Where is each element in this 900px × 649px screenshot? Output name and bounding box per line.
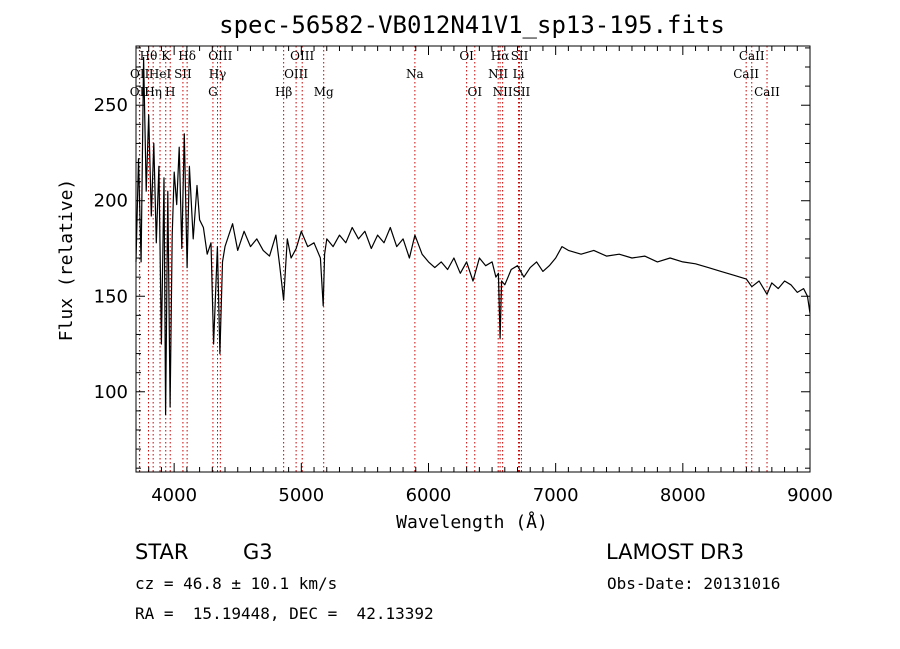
line-label-19: NII <box>488 67 508 81</box>
x-tick-label: 9000 <box>787 485 833 506</box>
line-label-23: Li <box>513 67 525 81</box>
line-label-20: Hα <box>491 49 510 63</box>
axis-ticks <box>136 46 810 472</box>
axis-tick-labels: 4000 5000 6000 7000 8000 9000 100 150 200 250 <box>94 95 833 506</box>
line-label-4: HeI <box>149 67 172 81</box>
x-tick-label: 4000 <box>151 485 197 506</box>
line-label-5: K <box>161 49 171 63</box>
object-subclass: G3 <box>243 540 273 564</box>
line-label-6: SII <box>174 67 192 81</box>
line-label-15: Mg <box>314 85 334 99</box>
observation-date: Obs-Date: 20131016 <box>607 574 781 593</box>
line-label-16: Na <box>406 67 424 81</box>
x-tick-label: 7000 <box>533 485 579 506</box>
y-tick-label: 200 <box>94 191 128 212</box>
x-axis-label: Wavelength (Å) <box>396 511 548 533</box>
line-label-21: NII <box>493 85 513 99</box>
line-label-12: Hβ <box>275 85 292 99</box>
line-label-8: Hδ <box>178 49 196 63</box>
line-label-24: SII <box>513 85 531 99</box>
line-label-18: OI <box>467 85 482 99</box>
line-label-10: Hγ <box>209 67 227 81</box>
x-tick-label: 5000 <box>278 485 324 506</box>
x-tick-label: 8000 <box>660 485 706 506</box>
x-tick-label: 6000 <box>406 485 452 506</box>
line-label-17: OI <box>459 49 474 63</box>
redshift-velocity: cz = 46.8 ± 10.1 km/s <box>135 574 338 593</box>
y-tick-label: 150 <box>94 286 128 307</box>
spectrum-line <box>135 56 811 416</box>
object-class: STAR <box>135 540 189 564</box>
line-label-1: OII <box>130 67 150 81</box>
line-label-11: OIII <box>208 49 232 63</box>
line-label-14: OIII <box>290 49 314 63</box>
line-label-22: SII <box>511 49 529 63</box>
coordinates: RA = 15.19448, DEC = 42.13392 <box>135 604 434 623</box>
chart-title: spec-56582-VB012N41V1_sp13-195.fits <box>219 11 725 39</box>
line-label-27: CaII <box>754 85 780 99</box>
line-label-2: Hθ <box>140 49 158 63</box>
spectral-line-labels: OIIOIIHθHηHeIKSIIHHδGHγOIIIHβOIIIOIIIMgN… <box>130 49 780 99</box>
plot-frame <box>135 45 811 473</box>
line-label-25: CaII <box>733 67 759 81</box>
line-label-9: G <box>208 85 218 99</box>
y-tick-label: 100 <box>94 382 128 403</box>
y-axis-label: Flux (relative) <box>56 179 77 342</box>
line-label-3: Hη <box>144 85 162 99</box>
line-label-13: OIII <box>284 67 308 81</box>
line-label-26: CaII <box>739 49 765 63</box>
y-tick-label: 250 <box>94 95 128 116</box>
survey-name: LAMOST DR3 <box>606 540 745 564</box>
line-label-7: H <box>165 85 175 99</box>
